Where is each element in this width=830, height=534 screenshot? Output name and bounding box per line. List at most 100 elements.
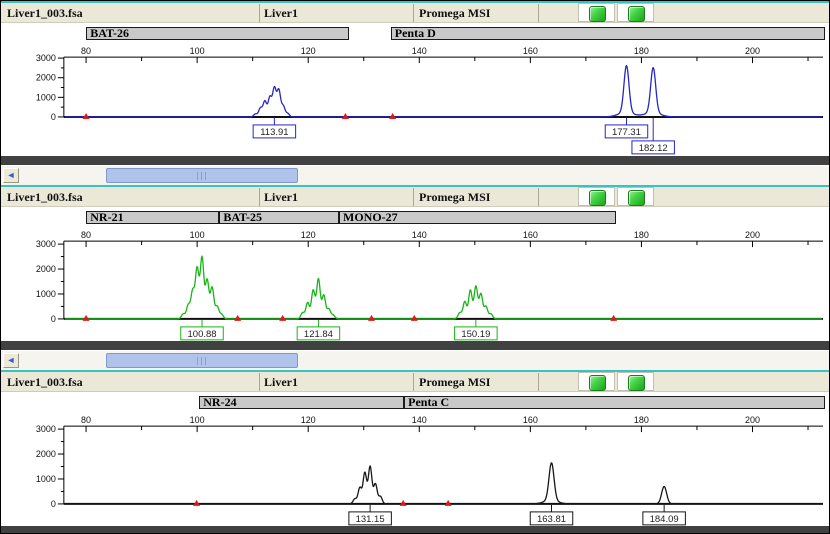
scrollbar-thumb[interactable] — [106, 168, 298, 183]
x-tick-label: 80 — [81, 46, 91, 56]
marker-segment-label: BAT-26 — [90, 27, 129, 40]
size-standard-triangle — [410, 314, 418, 321]
x-tick-label: 120 — [301, 415, 316, 425]
x-tick-label: 80 — [81, 230, 91, 240]
peak-size-label: 100.88 — [188, 329, 217, 340]
x-tick-label: 160 — [523, 230, 538, 240]
status-indicator-button-1[interactable] — [589, 6, 606, 22]
status-indicator-button-1[interactable] — [589, 375, 606, 391]
size-standard-triangle — [82, 314, 90, 321]
peak-label-box[interactable] — [529, 511, 574, 526]
panel-header: Liver1_003.fsa Liver1 Promega MSI — [1, 187, 829, 207]
indicator-cell-1 — [578, 372, 615, 391]
plot-bottom-strip — [1, 156, 829, 165]
size-standard-triangle — [82, 112, 90, 119]
y-tick-label: 3000 — [36, 239, 56, 249]
peak-size-label: 113.91 — [260, 127, 288, 138]
marker-segment-label: NR-21 — [90, 211, 124, 224]
x-tick-label: 160 — [523, 46, 538, 56]
size-standard-triangle — [279, 314, 287, 321]
header-divider-1 — [259, 373, 260, 391]
size-standard-triangle — [193, 499, 201, 506]
x-tick-label: 140 — [412, 46, 427, 56]
size-standard-triangle — [444, 499, 452, 506]
electropherogram-panel-3: Liver1_003.fsa Liver1 Promega MSI NR-24 Pent… — [1, 370, 829, 533]
status-indicator-button-1[interactable] — [589, 190, 606, 206]
peak-size-label: 163.81 — [537, 514, 566, 525]
peak-label-box[interactable] — [642, 511, 686, 526]
header-divider-2 — [413, 188, 414, 206]
trace-path — [64, 255, 823, 320]
peak-label-box[interactable] — [296, 326, 341, 341]
x-tick-label: 180 — [634, 415, 649, 425]
marker-segment-mono-27[interactable]: MONO-27 — [339, 211, 617, 224]
marker-segment-nr-21[interactable]: NR-21 — [86, 211, 220, 224]
peak-label-box[interactable] — [604, 124, 649, 139]
scrollbar-thumb[interactable] — [106, 353, 298, 368]
y-tick-label: 0 — [51, 499, 56, 509]
panel-separator-line — [1, 185, 829, 187]
status-indicator-button-2[interactable] — [628, 190, 645, 206]
electropherogram-panel-1: Liver1_003.fsa Liver1 Promega MSI BAT-26 Pen… — [1, 1, 829, 185]
marker-segment-bat-25[interactable]: BAT-25 — [219, 211, 339, 224]
status-indicator-button-2[interactable] — [628, 6, 645, 22]
marker-segment-bat-26[interactable]: BAT-26 — [86, 27, 350, 40]
peak-label-box[interactable] — [252, 124, 297, 139]
plot-bottom-strip — [1, 341, 829, 350]
marker-segment-nr-24[interactable]: NR-24 — [199, 396, 405, 409]
peak-label-box[interactable] — [180, 326, 224, 341]
header-divider-1 — [259, 4, 260, 22]
size-standard-triangle — [341, 112, 349, 119]
y-tick-label: 3000 — [36, 424, 56, 434]
marker-bar-row: BAT-26 Penta D — [1, 23, 829, 41]
size-standard-triangle — [368, 314, 376, 321]
marker-segment-penta d[interactable]: Penta D — [390, 27, 825, 40]
scroll-left-arrow-button[interactable]: ◄ — [3, 168, 19, 183]
x-tick-label: 100 — [190, 46, 205, 56]
panel-separator-line — [1, 370, 829, 372]
y-tick-label: 1000 — [36, 289, 56, 299]
panel-set-name: Promega MSI — [419, 375, 491, 389]
indicator-cell-2 — [617, 187, 654, 206]
panel-set-name: Promega MSI — [419, 190, 491, 204]
sample-file-name: Liver1_003.fsa — [7, 190, 83, 204]
peak-label-box[interactable] — [348, 511, 392, 526]
trace-path — [64, 462, 823, 505]
header-divider-3 — [538, 188, 539, 206]
sample-file-name: Liver1_003.fsa — [7, 375, 83, 389]
status-indicator-button-2[interactable] — [628, 375, 645, 391]
x-tick-label: 100 — [190, 415, 205, 425]
peak-label-box[interactable] — [454, 326, 498, 341]
marker-bar-row: NR-24 Penta C — [1, 392, 829, 410]
x-tick-label: 180 — [634, 46, 649, 56]
header-divider-3 — [538, 4, 539, 22]
peak-size-label: 150.19 — [461, 329, 490, 340]
indicator-cell-1 — [578, 187, 615, 206]
electropherogram-panel-2: Liver1_003.fsa Liver1 Promega MSI NR-21 BAT-… — [1, 185, 829, 370]
marker-segment-label: NR-24 — [203, 396, 237, 409]
peak-size-label: 184.09 — [650, 514, 679, 525]
indicator-cell-2 — [617, 372, 654, 391]
size-standard-triangle — [389, 112, 397, 119]
x-tick-label: 80 — [81, 415, 91, 425]
panel-set-name: Promega MSI — [419, 6, 491, 20]
peak-label-box[interactable] — [631, 140, 675, 155]
panel-separator-line — [1, 1, 829, 3]
header-divider-2 — [413, 4, 414, 22]
y-tick-label: 2000 — [36, 73, 56, 83]
scroll-left-arrow-button[interactable]: ◄ — [3, 353, 19, 368]
indicator-cell-1 — [578, 3, 615, 22]
scrollbar-grip-icon — [196, 171, 208, 180]
marker-segment-penta c[interactable]: Penta C — [404, 396, 825, 409]
x-tick-label: 140 — [412, 230, 427, 240]
x-tick-label: 180 — [634, 230, 649, 240]
size-standard-triangle — [399, 499, 407, 506]
sample-name: Liver1 — [264, 190, 298, 204]
marker-segment-label: Penta C — [408, 396, 450, 409]
header-divider-3 — [538, 373, 539, 391]
